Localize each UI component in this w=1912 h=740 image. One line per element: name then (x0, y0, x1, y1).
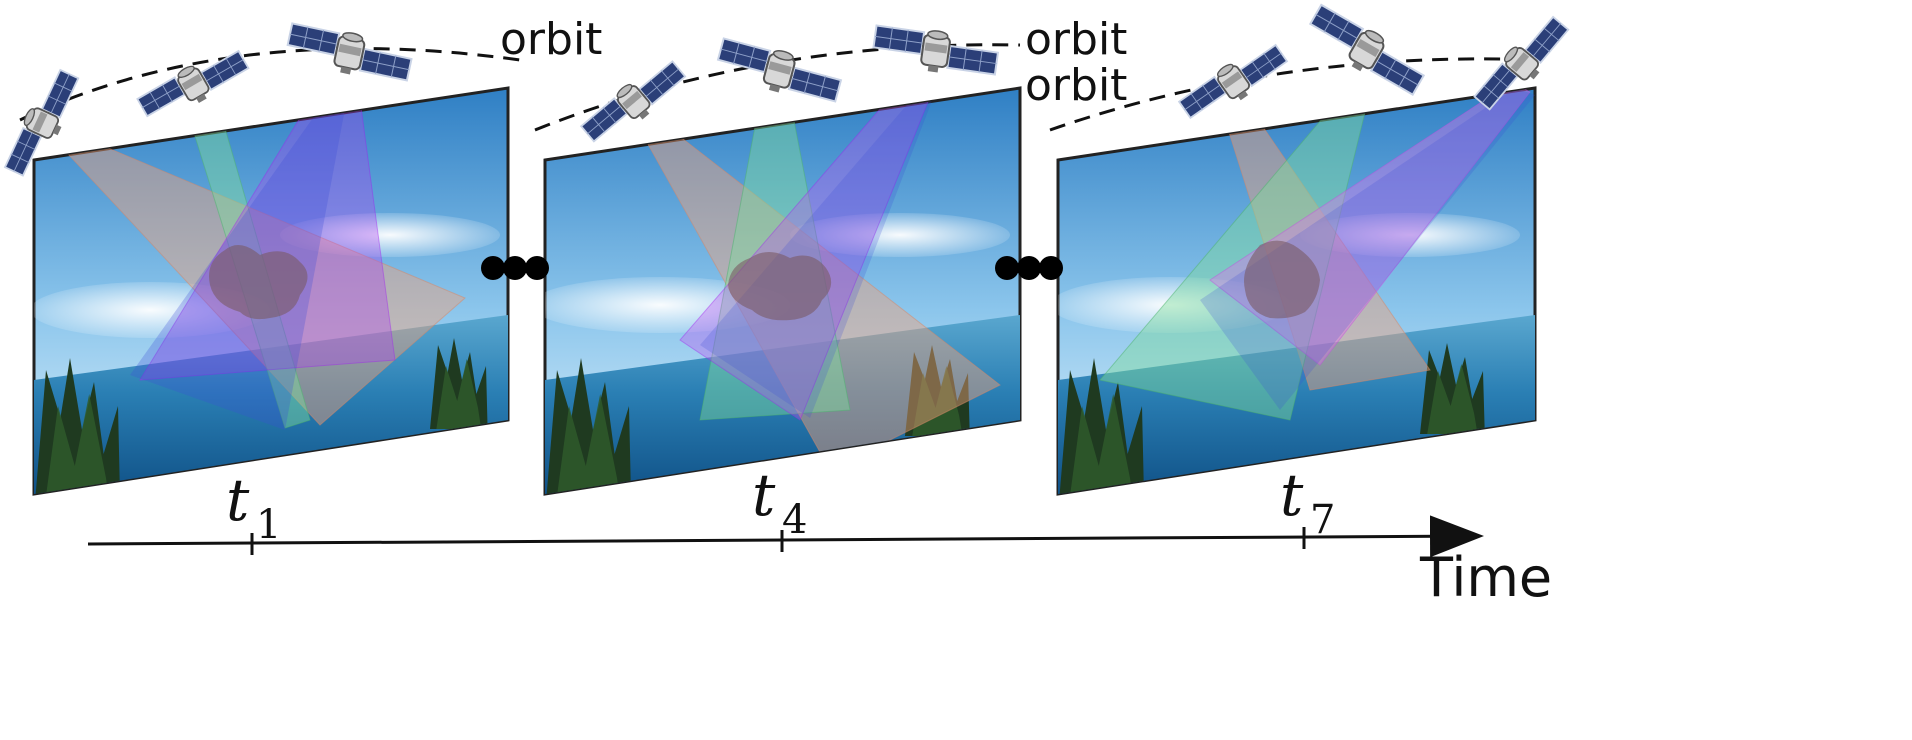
cloud-region (728, 252, 832, 321)
timestamp-t7: t 7 (1280, 461, 1335, 543)
svg-text:7: 7 (1310, 497, 1335, 543)
orbit-label: orbit (1025, 60, 1127, 111)
cloud-region (1244, 240, 1320, 319)
frame-panel-2 (543, 86, 1022, 496)
beam-purple (139, 88, 396, 381)
cloud-region (209, 245, 308, 320)
ellipsis-icon (481, 256, 549, 280)
satellite-icon (578, 51, 690, 154)
svg-text:4: 4 (782, 497, 807, 543)
orbit-path-1 (19, 47, 521, 122)
satellite-icon (134, 39, 253, 130)
svg-text:t: t (226, 466, 250, 534)
beam-purple (679, 88, 941, 421)
svg-text:t: t (1280, 461, 1304, 529)
frame-panel-1 (32, 86, 510, 496)
ellipsis-icon (995, 256, 1063, 280)
satellite-icon (712, 34, 846, 109)
beam-blue (700, 88, 940, 418)
satellite-icon (282, 18, 416, 88)
svg-text:1: 1 (256, 502, 281, 548)
beam-blue (1200, 88, 1535, 410)
orbit-label: orbit (500, 14, 602, 65)
orbit-label: orbit (1025, 14, 1127, 65)
satellite-icon (1300, 0, 1432, 102)
svg-text:t: t (752, 461, 776, 529)
satellite-icon (869, 21, 1002, 82)
timestamp-t1: t 1 (226, 466, 281, 548)
timestamp-t4: t 4 (752, 461, 807, 543)
orbit-path-3 (1049, 57, 1541, 132)
satellite-icon (1176, 34, 1292, 132)
frame-panel-3 (1056, 86, 1537, 496)
time-label: Time (1419, 546, 1552, 609)
